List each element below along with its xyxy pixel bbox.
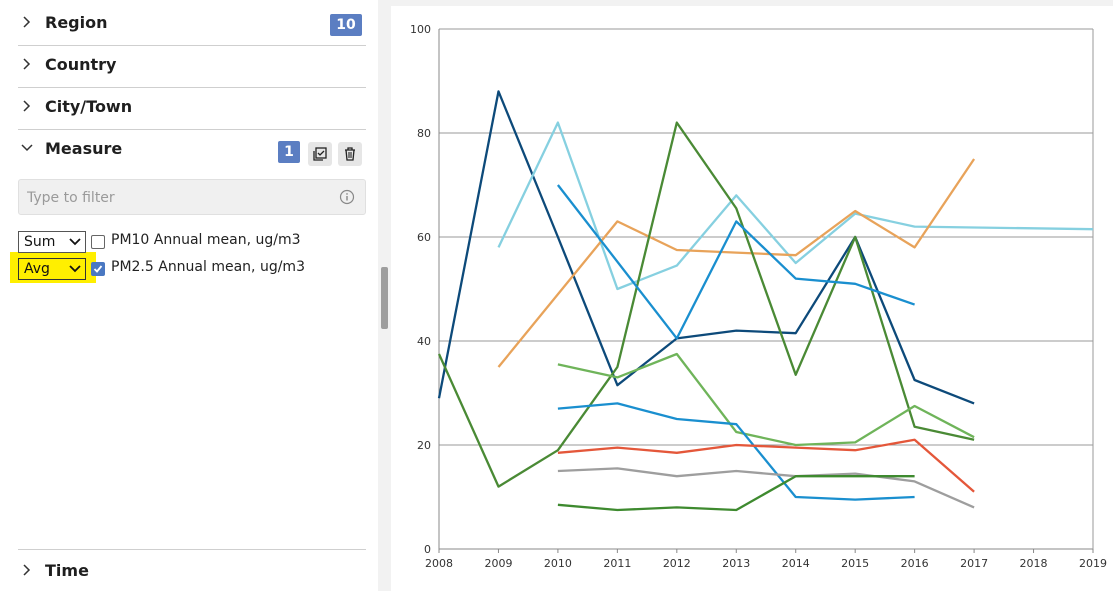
selection-count-badge: 10 <box>330 14 362 36</box>
chevron-right-icon[interactable] <box>20 563 34 577</box>
x-tick-label: 2015 <box>841 557 869 570</box>
series-line-4 <box>437 121 975 488</box>
section-measure[interactable]: Measure 1 <box>18 130 366 172</box>
info-icon[interactable] <box>339 189 355 205</box>
series-line-10 <box>557 475 915 512</box>
select-all-button[interactable] <box>308 142 332 166</box>
chevron-right-icon[interactable] <box>20 15 34 29</box>
x-tick-label: 2014 <box>782 557 810 570</box>
chevron-right-icon[interactable] <box>20 57 34 71</box>
series-line-5 <box>556 184 915 340</box>
y-tick-label: 20 <box>417 439 431 452</box>
aggregation-select[interactable]: Sum <box>18 231 86 253</box>
y-tick-label: 40 <box>417 335 431 348</box>
series-line-6 <box>557 352 975 447</box>
filter-input[interactable] <box>19 180 329 216</box>
series-line-3 <box>497 158 976 368</box>
clear-selection-button[interactable] <box>338 142 362 166</box>
section-title[interactable]: City/Town <box>45 97 133 116</box>
series-line-7 <box>557 402 915 501</box>
checkmark-icon <box>93 265 103 273</box>
sidebar-scrollbar-thumb[interactable] <box>381 267 388 329</box>
aggregation-select[interactable]: Avg <box>18 258 86 280</box>
x-tick-label: 2008 <box>425 557 453 570</box>
measure-checkbox[interactable] <box>91 262 105 276</box>
section-title[interactable]: Measure <box>45 139 123 158</box>
x-tick-label: 2019 <box>1079 557 1107 570</box>
chevron-down-icon[interactable] <box>20 141 34 155</box>
chevron-down-icon <box>69 265 81 273</box>
select-all-icon <box>313 147 327 161</box>
trash-icon <box>345 147 355 161</box>
x-tick-label: 2012 <box>663 557 691 570</box>
series-line-8 <box>557 438 975 493</box>
section-title[interactable]: Country <box>45 55 117 74</box>
selection-count-badge: 1 <box>278 141 300 163</box>
line-chart: 0 20 40 60 80 100 2008 2009 2010 2011 2012 2013 2014… <box>410 23 1107 570</box>
aggregation-value: Sum <box>24 234 56 250</box>
y-tick-label: 100 <box>410 23 431 36</box>
y-tick-label: 0 <box>424 543 431 556</box>
y-tick-label: 80 <box>417 127 431 140</box>
filter-sidebar: Region 10 Country City/Town Measure 1 <box>0 0 378 591</box>
series-line-1 <box>437 90 975 405</box>
measure-checkbox[interactable] <box>91 235 105 249</box>
aggregation-value: Avg <box>24 261 50 277</box>
measure-filter <box>18 179 366 216</box>
x-tick-label: 2009 <box>484 557 512 570</box>
chevron-down-icon <box>69 238 81 246</box>
section-title[interactable]: Time <box>45 561 89 580</box>
x-tick-label: 2010 <box>544 557 572 570</box>
x-tick-label: 2018 <box>1020 557 1048 570</box>
section-city-town[interactable]: City/Town <box>18 88 366 130</box>
x-tick-label: 2016 <box>901 557 929 570</box>
section-title[interactable]: Region <box>45 13 108 32</box>
chevron-right-icon[interactable] <box>20 99 34 113</box>
section-time[interactable]: Time <box>18 549 366 591</box>
x-tick-label: 2017 <box>960 557 988 570</box>
chart-panel: 0 20 40 60 80 100 2008 2009 2010 2011 2012 2013 2014… <box>391 6 1113 591</box>
measure-label[interactable]: PM2.5 Annual mean, ug/m3 <box>111 259 305 275</box>
measure-label[interactable]: PM10 Annual mean, ug/m3 <box>111 232 301 248</box>
x-tick-label: 2013 <box>722 557 750 570</box>
section-region[interactable]: Region 10 <box>18 4 366 46</box>
y-tick-label: 60 <box>417 231 431 244</box>
section-country[interactable]: Country <box>18 46 366 88</box>
series-line-9 <box>557 467 975 509</box>
x-tick-label: 2011 <box>603 557 631 570</box>
series-line-2 <box>497 121 1094 291</box>
